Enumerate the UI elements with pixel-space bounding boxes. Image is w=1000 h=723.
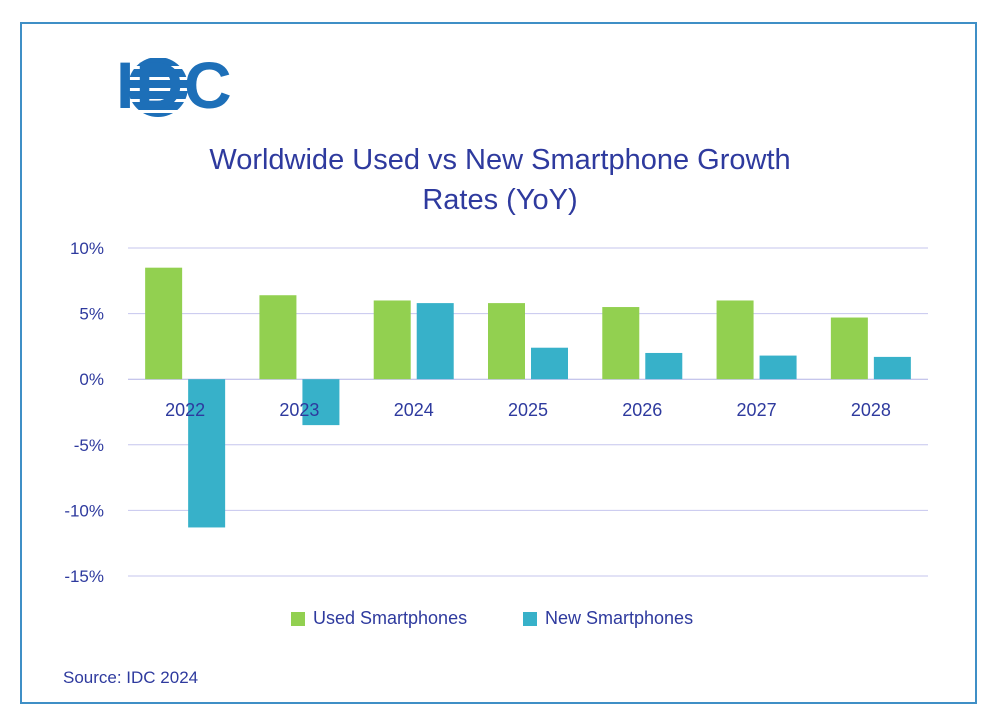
bar-new: [531, 347, 568, 380]
source-note: Source: IDC 2024: [63, 668, 199, 687]
legend: Used Smartphones New Smartphones: [0, 608, 1000, 632]
legend-label-used: Used Smartphones: [313, 608, 468, 628]
y-tick-label: 5%: [79, 305, 104, 324]
logo-text: IDC: [116, 48, 233, 122]
bar-new: [302, 379, 340, 426]
y-tick-label: 0%: [79, 370, 104, 389]
y-tick-label: -5%: [74, 436, 104, 455]
y-tick-label: -15%: [64, 567, 104, 586]
y-tick-label: -10%: [64, 501, 104, 520]
x-tick-label: 2026: [622, 400, 662, 420]
chart-title-line-2: Rates (YoY): [422, 184, 578, 216]
bar-used: [259, 295, 297, 380]
legend-item-new: New Smartphones: [523, 608, 693, 629]
idc-logo-globe-icon: [128, 58, 188, 117]
bar-new: [188, 379, 226, 528]
bar-new: [645, 352, 683, 380]
bar-new: [873, 356, 911, 380]
bar-used: [602, 307, 640, 380]
bar-used: [830, 317, 868, 380]
chart-title-line-1: Worldwide Used vs New Smartphone Growth: [209, 144, 791, 176]
y-tick-label: 10%: [70, 239, 104, 258]
x-tick-label: 2025: [508, 400, 548, 420]
legend-label-new: New Smartphones: [545, 608, 694, 628]
chart-title: Worldwide Used vs New Smartphone Growth …: [100, 140, 900, 220]
bar-used: [488, 303, 525, 380]
x-tick-label: 2024: [394, 400, 434, 420]
bar-new: [416, 303, 454, 380]
bar-used: [145, 267, 183, 380]
legend-swatch-used: [291, 611, 305, 626]
bar-new: [759, 355, 797, 380]
x-tick-label: 2028: [851, 400, 891, 420]
legend-item-used: Used Smartphones: [291, 608, 467, 629]
bar-used: [716, 300, 754, 380]
x-tick-label: 2027: [737, 400, 777, 420]
x-tick-label: 2023: [279, 400, 319, 420]
x-tick-label: 2022: [165, 400, 205, 420]
legend-swatch-new: [523, 611, 537, 626]
bar-used: [373, 300, 411, 380]
